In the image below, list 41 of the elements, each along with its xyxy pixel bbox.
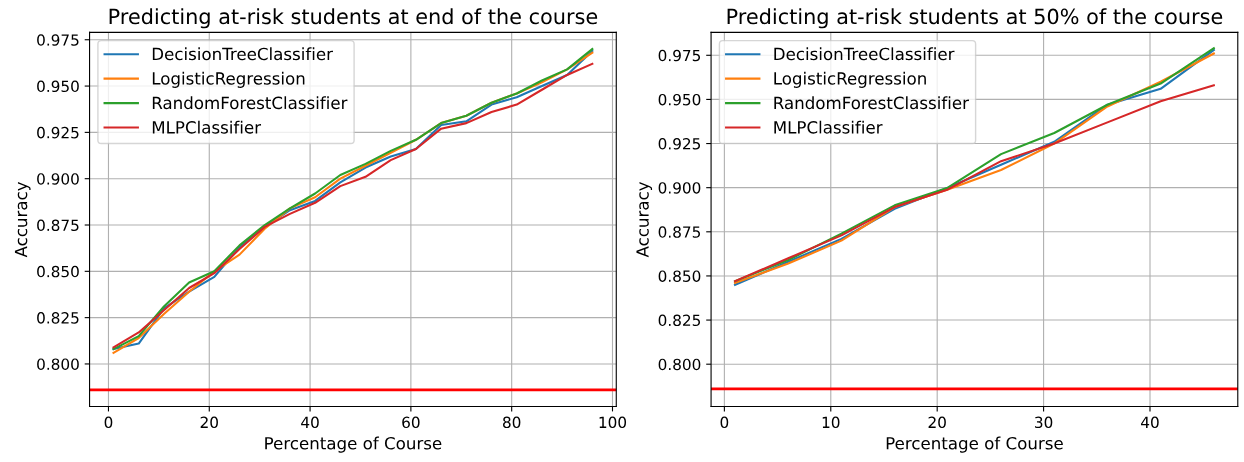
y-tick-label: 0.825 [658, 314, 701, 327]
y-tick-label: 0.925 [37, 126, 79, 139]
x-tick-label: 10 [822, 416, 840, 429]
y-tick-label: 0.875 [658, 226, 701, 238]
legend-label: DecisionTreeClassifier [774, 47, 955, 61]
y-tick-label: 0.850 [658, 270, 701, 282]
y-tick-label: 0.950 [658, 93, 701, 106]
x-tick-label: 40 [1141, 416, 1159, 429]
y-tick-label: 0.975 [37, 34, 79, 46]
x-tick-label: 0 [720, 416, 729, 429]
x-axis-title: Percentage of Course [265, 436, 442, 453]
legend-label: MLPClassifier [152, 120, 262, 134]
x-tick-label: 60 [402, 416, 420, 429]
legend-label: LogisticRegression [774, 71, 926, 88]
y-tick-label: 0.800 [37, 358, 79, 370]
y-tick-label: 0.850 [37, 265, 79, 278]
legend-label: LogisticRegression [152, 71, 305, 88]
legend-label: RandomForestClassifier [152, 96, 348, 110]
legend-label: MLPClassifier [774, 120, 883, 134]
y-tick-label: 0.875 [37, 219, 79, 232]
y-tick-label: 0.900 [658, 182, 701, 194]
x-tick-label: 80 [503, 416, 521, 429]
legend-label: DecisionTreeClassifier [152, 47, 333, 61]
x-tick-label: 40 [301, 416, 319, 429]
x-tick-label: 0 [104, 416, 113, 429]
y-tick-label: 0.975 [658, 49, 701, 62]
y-tick-label: 0.950 [37, 80, 79, 93]
y-tick-label: 0.800 [658, 358, 701, 371]
chart-title: Predicting at-risk students at end of the course [109, 8, 598, 29]
x-tick-label: 30 [1035, 416, 1053, 429]
x-axis-title: Percentage of Course [886, 436, 1063, 453]
chart-title: Predicting at-risk students at 50% of the course [727, 8, 1223, 29]
y-axis-title: Accuracy [636, 181, 653, 258]
x-tick-label: 100 [599, 416, 627, 429]
x-tick-label: 20 [928, 416, 946, 429]
y-tick-label: 0.900 [37, 173, 79, 185]
y-axis-title: Accuracy [14, 181, 31, 258]
y-tick-label: 0.825 [37, 312, 79, 324]
y-tick-label: 0.925 [658, 138, 701, 150]
legend-label: RandomForestClassifier [774, 96, 969, 110]
x-tick-label: 20 [200, 416, 218, 429]
